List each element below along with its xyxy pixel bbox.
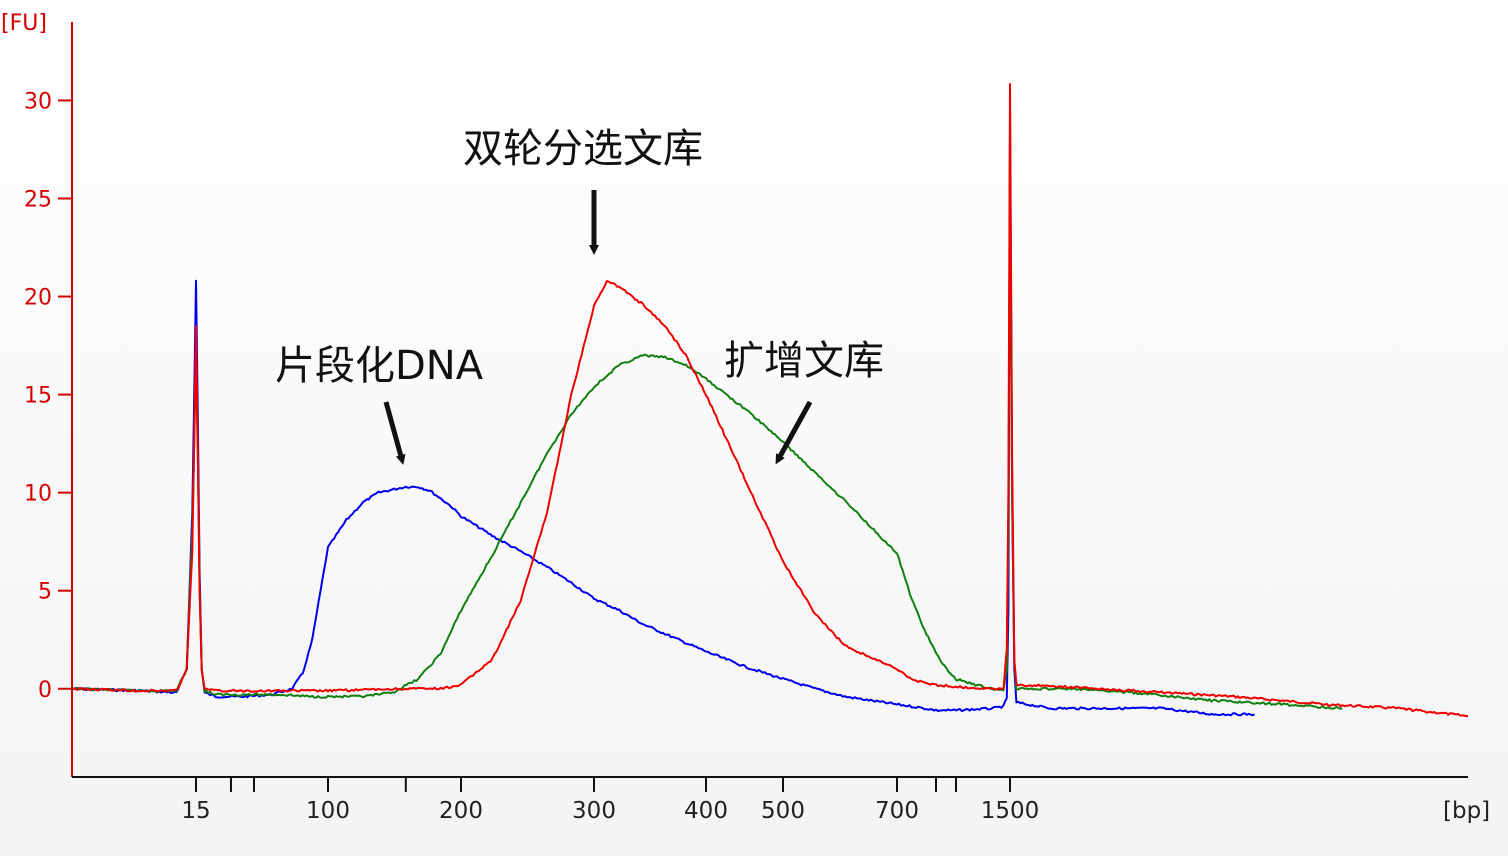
- x-tick-label: 15: [181, 798, 210, 824]
- y-tick-label: 10: [24, 482, 52, 507]
- annotation-fragmented-dna-label: 片段化DNA: [275, 343, 484, 389]
- y-tick-label: 30: [24, 89, 52, 114]
- arrow-fragmented-dna-icon: [383, 401, 406, 465]
- x-tick-label: 700: [875, 798, 919, 824]
- annotation-amplified-library-label: 扩增文库: [724, 338, 884, 384]
- y-tick-label: 0: [38, 678, 52, 703]
- x-tick-label: 500: [761, 798, 805, 824]
- x-tick-label: 300: [572, 798, 616, 824]
- series-line-amplified: [71, 137, 1343, 710]
- y-tick-label: 20: [24, 286, 52, 311]
- y-axis-ticks: 0 5 10 15 20 25 30: [24, 89, 72, 703]
- x-tick-label: 100: [306, 798, 350, 824]
- x-tick-label: 400: [684, 798, 728, 824]
- x-tick-label: 1500: [981, 798, 1040, 824]
- x-tick-label: 200: [439, 798, 483, 824]
- annotation-amplified-library: 扩增文库: [724, 338, 884, 465]
- series-line-fragmented: [71, 119, 1255, 717]
- x-axis-unit-label: [bp]: [1443, 798, 1490, 824]
- series-line-dual_select: [71, 83, 1469, 718]
- annotation-fragmented-dna: 片段化DNA: [275, 343, 484, 465]
- series-traces: [71, 83, 1469, 718]
- y-axis-unit-label: [FU]: [1, 11, 47, 36]
- arrow-amplified-library-icon: [775, 400, 813, 465]
- y-tick-label: 25: [24, 187, 52, 212]
- y-tick-label: 5: [38, 580, 52, 605]
- annotation-dual-select-library-label: 双轮分选文库: [463, 126, 703, 172]
- x-axis-ticks: 15 100 200 300 400 500 700 1500: [181, 777, 1039, 824]
- y-tick-label: 15: [24, 384, 52, 409]
- annotation-dual-select-library: 双轮分选文库: [463, 126, 703, 255]
